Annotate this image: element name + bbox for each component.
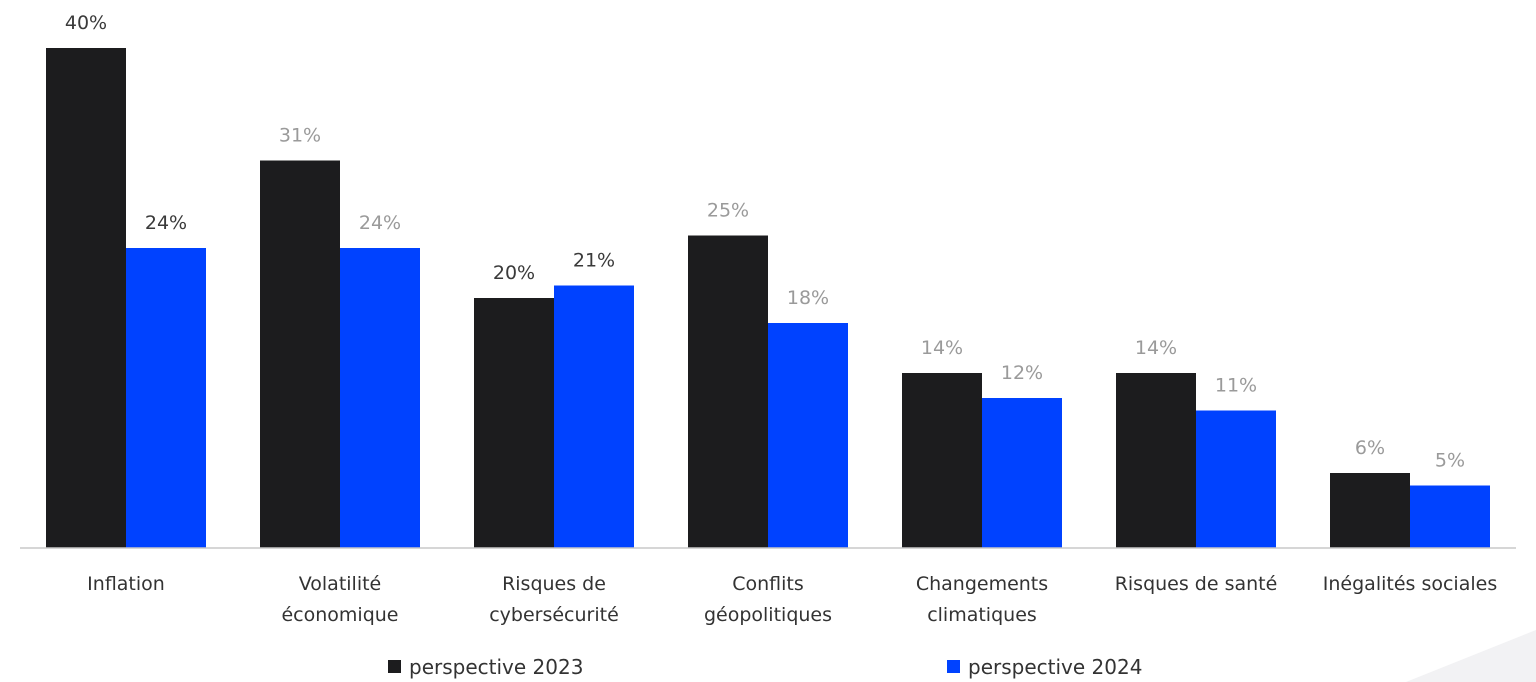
corner-decoration [1406,630,1536,682]
value-labels-layer: 40% 24% 31% 24% 20% 21% 25% 18% 14% 12% 14% 11% 6% 5% [65,12,1465,472]
category-label-3: Risques de cybersécurité [489,573,619,626]
legend-swatch-2 [947,660,960,673]
category-label-line: géopolitiques [704,604,832,626]
category-labels-layer: Inflation Volatilité économique Risques de c… [87,573,1497,626]
value-label-2-6: 11% [1215,375,1257,397]
value-label-2-7: 5% [1435,450,1465,472]
bar-2-5 [982,398,1062,548]
category-label-line: Inégalités sociales [1323,573,1497,595]
value-label-1-2: 31% [279,125,321,147]
legend-swatch-1 [388,660,401,673]
category-label-line: Volatilité [299,573,382,595]
bar-1-2 [260,160,340,548]
category-label-line: cybersécurité [489,604,619,626]
category-label-line: climatiques [927,604,1037,626]
value-label-1-3: 20% [493,262,535,284]
category-label-line: Risques de santé [1115,573,1278,595]
value-label-2-2: 24% [359,212,401,234]
bar-1-3 [474,298,554,548]
category-label-7: Inégalités sociales [1323,573,1497,595]
category-label-1: Inflation [87,573,165,595]
bar-2-4 [768,323,848,548]
category-label-2: Volatilité économique [281,573,398,626]
value-label-2-4: 18% [787,287,829,309]
bar-1-1 [46,48,126,548]
legend-label-2: perspective 2024 [968,655,1142,679]
category-label-line: Inflation [87,573,165,595]
bar-2-2 [340,248,420,548]
value-label-1-1: 40% [65,12,107,34]
value-label-1-5: 14% [921,337,963,359]
bar-1-7 [1330,473,1410,548]
bar-2-7 [1410,485,1490,548]
bar-1-5 [902,373,982,548]
category-label-line: économique [281,604,398,626]
category-label-line: Changements [916,573,1048,595]
value-label-1-6: 14% [1135,337,1177,359]
category-label-line: Conflits [732,573,804,595]
value-label-2-5: 12% [1001,362,1043,384]
category-label-6: Risques de santé [1115,573,1278,595]
bar-2-3 [554,285,634,548]
category-label-5: Changements climatiques [916,573,1048,626]
value-label-1-7: 6% [1355,437,1385,459]
bar-2-6 [1196,410,1276,548]
bars-layer [46,48,1490,548]
bar-1-6 [1116,373,1196,548]
value-label-1-4: 25% [707,200,749,222]
legend-label-1: perspective 2023 [409,655,583,679]
category-label-4: Conflits géopolitiques [704,573,832,626]
bar-1-4 [688,235,768,548]
bar-2-1 [126,248,206,548]
legend: perspective 2023 perspective 2024 [388,655,1142,679]
value-label-2-1: 24% [145,212,187,234]
category-label-line: Risques de [502,573,606,595]
value-label-2-3: 21% [573,250,615,272]
